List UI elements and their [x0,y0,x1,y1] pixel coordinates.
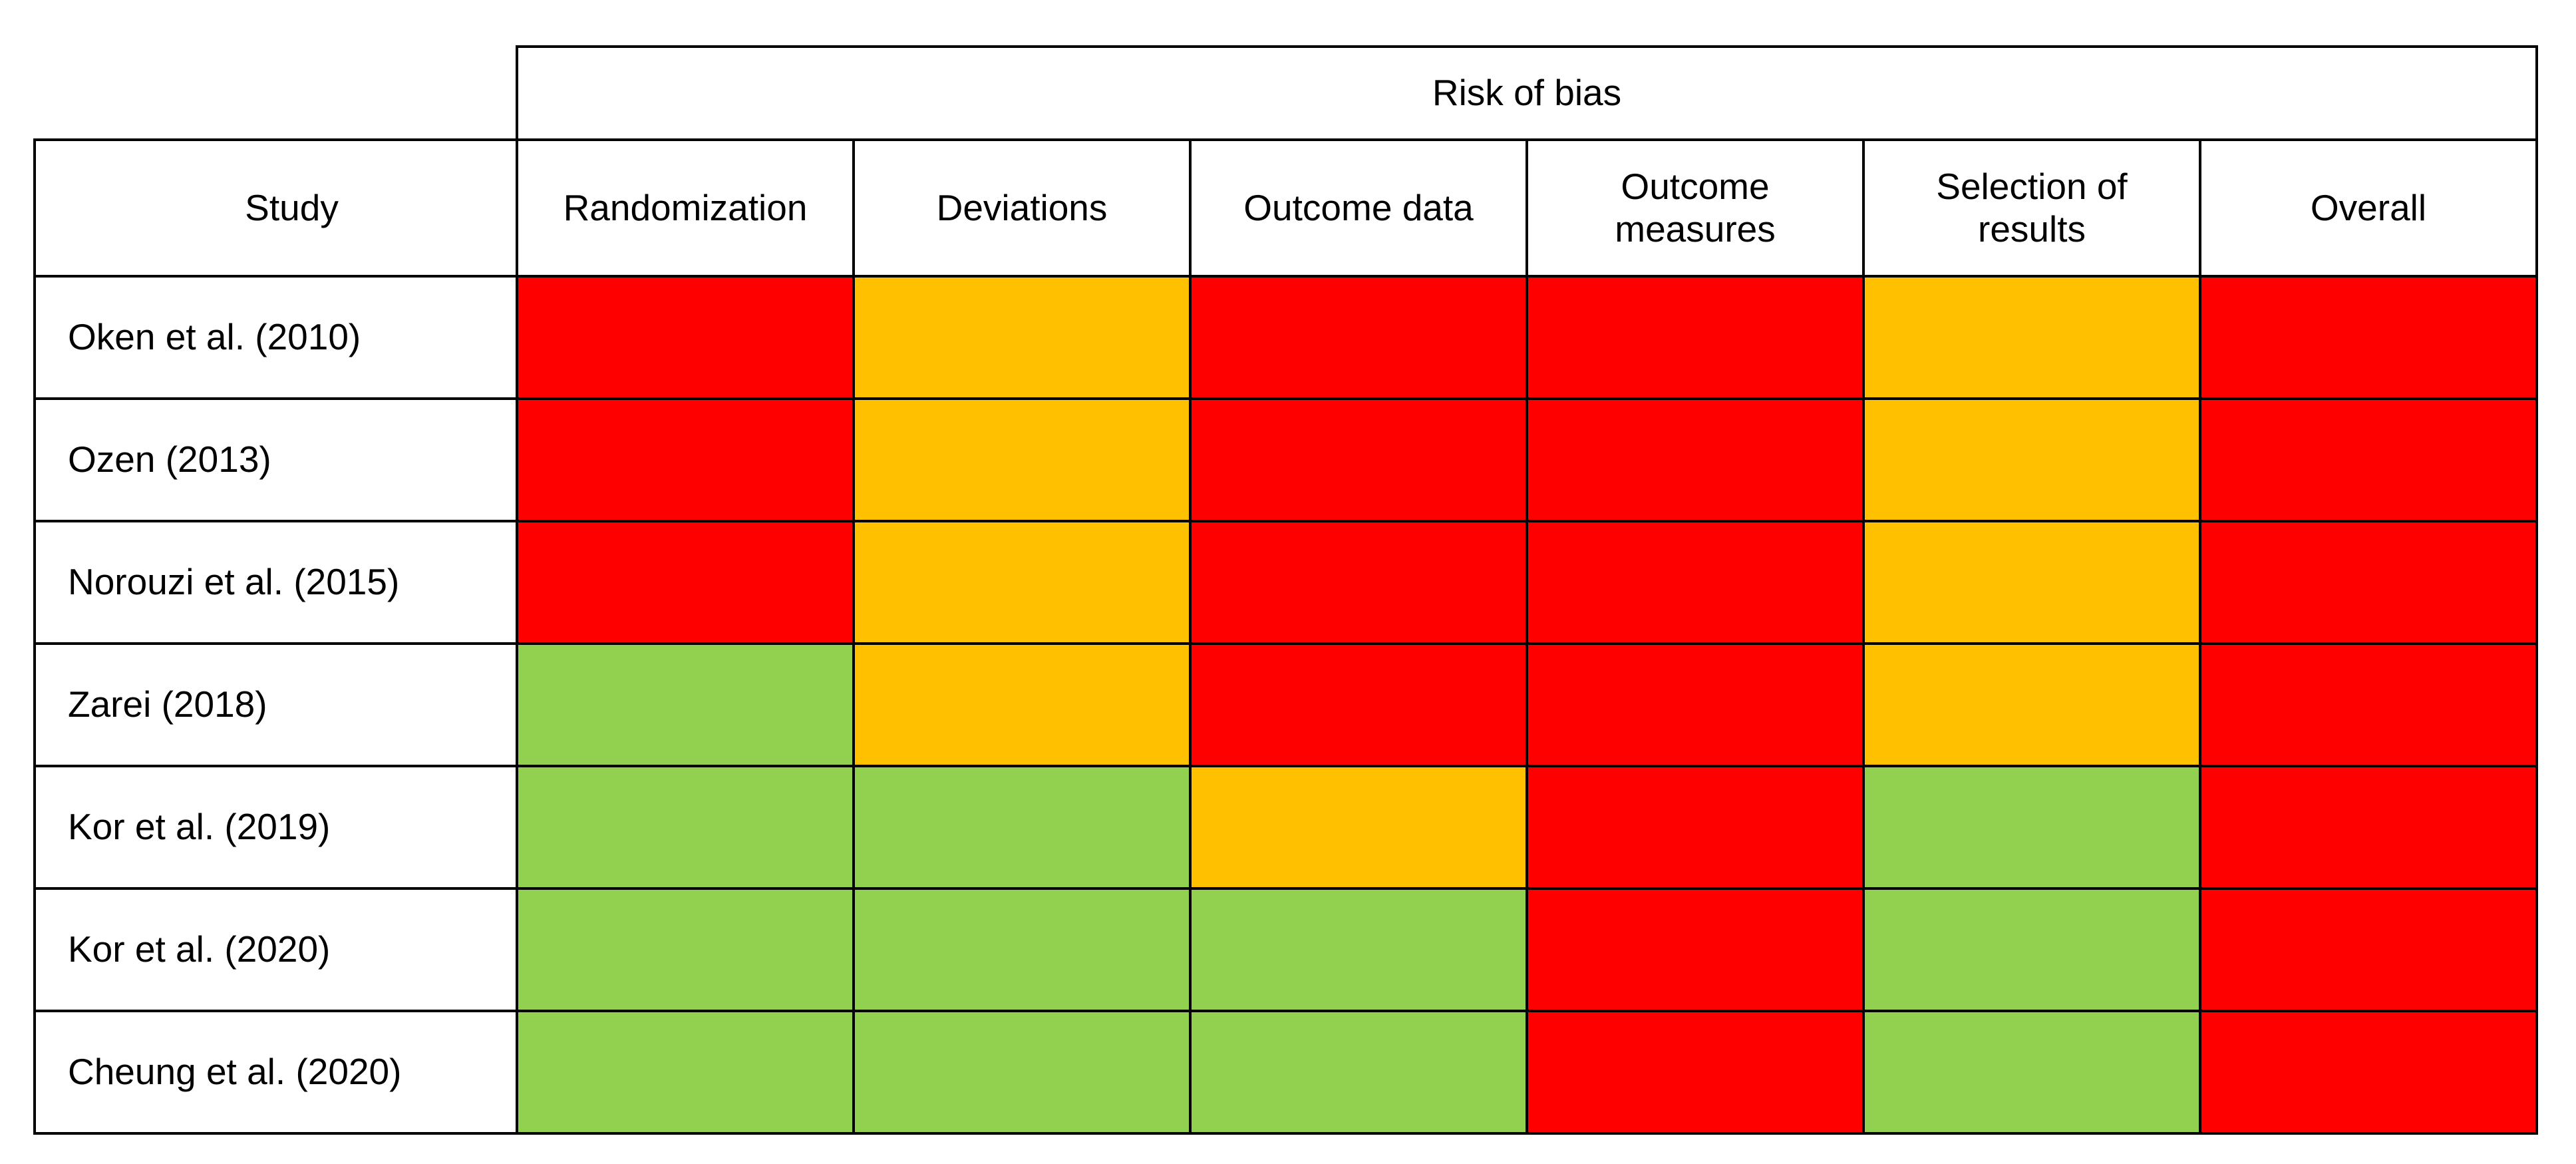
risk-cell-high [1526,275,1865,400]
column-header-study: Study [33,138,518,278]
risk-cell-high [1189,642,1528,767]
table-row: Zarei (2018) [33,642,2538,767]
table-body: Oken et al. (2010) Ozen (2013) Norouzi et … [33,275,2538,1135]
risk-cell-low [852,887,1192,1012]
risk-cell-low [1189,887,1528,1012]
table-row: Ozen (2013) [33,397,2538,522]
risk-cell-some [1189,765,1528,890]
risk-cell-low [1862,887,2201,1012]
risk-cell-some [1862,642,2201,767]
risk-cell-some [852,520,1192,645]
risk-cell-high [516,520,855,645]
risk-cell-high [2199,765,2538,890]
study-label: Oken et al. (2010) [33,275,518,400]
empty-corner [35,47,517,140]
column-header-row: Study Randomization Deviations Outcome d… [33,138,2538,278]
column-header-deviations: Deviations [852,138,1192,278]
risk-cell-high [1526,520,1865,645]
column-header-randomization: Randomization [516,138,855,278]
table-row: Cheung et al. (2020) [33,1010,2538,1135]
table-row: Kor et al. (2019) [33,765,2538,890]
table-row: Oken et al. (2010) [33,275,2538,400]
risk-cell-low [516,1010,855,1135]
risk-cell-low [852,1010,1192,1135]
risk-cell-high [1526,397,1865,522]
risk-cell-low [1189,1010,1528,1135]
risk-cell-high [2199,642,2538,767]
column-header-selection-of-results: Selection of results [1862,138,2201,278]
column-header-overall: Overall [2199,138,2538,278]
risk-cell-high [1526,887,1865,1012]
risk-cell-some [852,275,1192,400]
risk-cell-low [516,765,855,890]
risk-cell-high [516,397,855,522]
risk-cell-low [516,887,855,1012]
risk-cell-low [516,642,855,767]
table-row: Norouzi et al. (2015) [33,520,2538,645]
study-label: Kor et al. (2020) [33,887,518,1012]
table-header: Risk of bias Study Randomization Deviati… [33,45,2538,278]
risk-of-bias-spanner-header: Risk of bias [516,45,2538,141]
study-label: Norouzi et al. (2015) [33,520,518,645]
risk-cell-high [1526,642,1865,767]
column-header-outcome-measures: Outcome measures [1526,138,1865,278]
risk-cell-some [852,642,1192,767]
risk-cell-some [852,397,1192,522]
risk-cell-high [516,275,855,400]
risk-cell-high [1189,397,1528,522]
table-row: Kor et al. (2020) [33,887,2538,1012]
risk-of-bias-table: Risk of bias Study Randomization Deviati… [33,45,2538,1135]
risk-cell-high [2199,397,2538,522]
risk-cell-high [1189,520,1528,645]
risk-cell-high [1526,1010,1865,1135]
risk-cell-some [1862,397,2201,522]
risk-cell-high [2199,887,2538,1012]
risk-cell-high [2199,275,2538,400]
study-label: Cheung et al. (2020) [33,1010,518,1135]
risk-cell-high [1189,275,1528,400]
risk-cell-high [2199,1010,2538,1135]
spanner-row: Risk of bias [35,45,2538,141]
risk-cell-high [2199,520,2538,645]
risk-cell-low [852,765,1192,890]
study-label: Zarei (2018) [33,642,518,767]
risk-cell-some [1862,520,2201,645]
study-label: Ozen (2013) [33,397,518,522]
column-header-outcome-data: Outcome data [1189,138,1528,278]
study-label: Kor et al. (2019) [33,765,518,890]
risk-cell-low [1862,765,2201,890]
risk-cell-some [1862,275,2201,400]
risk-cell-low [1862,1010,2201,1135]
risk-cell-high [1526,765,1865,890]
